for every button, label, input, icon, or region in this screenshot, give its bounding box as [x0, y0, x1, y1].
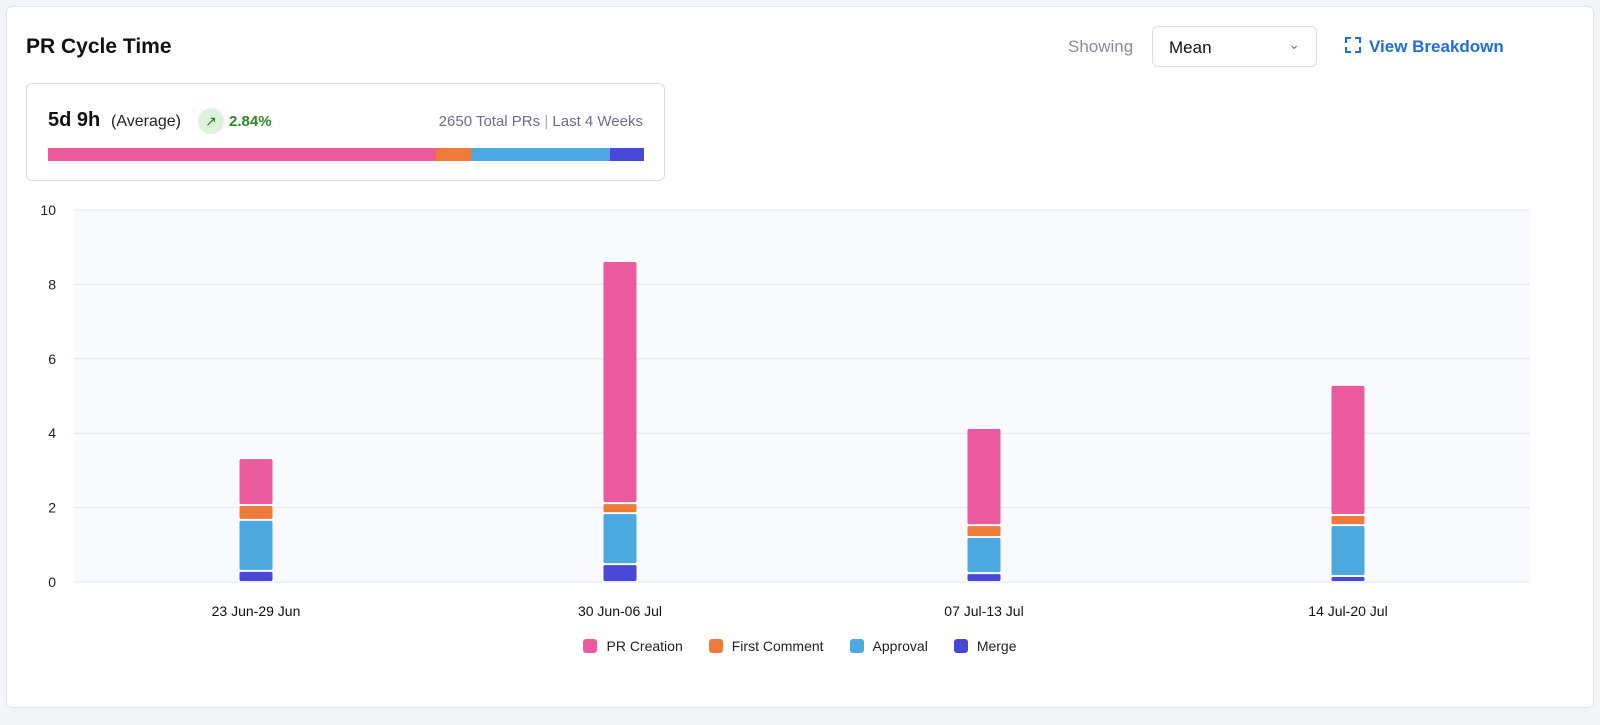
expand-icon: [1345, 37, 1361, 53]
bar-first-comment[interactable]: [239, 505, 273, 519]
select-value: Mean: [1169, 38, 1212, 57]
legend-item-first-comment[interactable]: First Comment: [708, 638, 824, 654]
breakdown-segment-first-comment: [435, 148, 472, 161]
bar-merge[interactable]: [603, 565, 637, 581]
y-tick-label: 8: [48, 276, 56, 292]
y-tick-label: 6: [48, 351, 56, 367]
bar-pr-creation[interactable]: [1331, 385, 1365, 515]
y-tick-label: 4: [48, 425, 56, 441]
arrow-up-right-icon: ↗: [198, 108, 224, 134]
plot-area: [74, 210, 1530, 582]
legend-item-merge[interactable]: Merge: [953, 638, 1017, 654]
x-tick-label: 07 Jul-13 Jul: [944, 603, 1023, 619]
bar-pr-creation[interactable]: [967, 428, 1001, 525]
y-tick-label: 0: [48, 574, 56, 590]
bar-approval[interactable]: [1331, 526, 1365, 576]
breakdown-bar: [48, 148, 644, 161]
bar-first-comment[interactable]: [603, 504, 637, 513]
bar-first-comment[interactable]: [967, 526, 1001, 536]
change-percent: 2.84%: [229, 113, 272, 130]
bar-merge[interactable]: [967, 574, 1001, 581]
breakdown-segment-approval: [471, 148, 610, 161]
legend-swatch: [583, 639, 598, 653]
bar-pr-creation[interactable]: [239, 459, 273, 504]
aggregation-select[interactable]: Mean ⌄: [1152, 26, 1317, 67]
average-value: 5d 9h: [48, 109, 101, 131]
x-tick-label: 30 Jun-06 Jul: [578, 603, 662, 619]
period: Last 4 Weeks: [552, 113, 643, 130]
breakdown-segment-pr-creation: [48, 148, 436, 161]
legend-label: PR Creation: [606, 638, 683, 654]
legend-swatch: [849, 639, 864, 653]
bar-approval[interactable]: [603, 514, 637, 564]
average-label: (Average): [111, 113, 181, 130]
legend-swatch: [708, 639, 723, 653]
legend: PR Creation First Comment Approval Merge: [0, 638, 1600, 654]
breakdown-segment-merge: [610, 148, 644, 161]
legend-label: Merge: [976, 638, 1017, 654]
view-breakdown-label: View Breakdown: [1369, 37, 1504, 56]
x-tick-label: 23 Jun-29 Jun: [212, 603, 301, 619]
summary-box: 5d 9h (Average) ↗ 2.84% 2650 Total PRs |…: [26, 83, 665, 181]
summary-meta: 2650 Total PRs | Last 4 Weeks: [439, 113, 643, 130]
chevron-down-icon: ⌄: [1288, 36, 1300, 52]
view-breakdown-button[interactable]: View Breakdown: [1345, 37, 1504, 57]
y-tick-label: 2: [48, 500, 56, 516]
bar-pr-creation[interactable]: [603, 261, 637, 503]
showing-label: Showing: [1068, 37, 1134, 56]
y-tick-label: 10: [40, 202, 56, 218]
bar-merge[interactable]: [239, 571, 273, 581]
legend-swatch: [953, 639, 968, 653]
legend-item-approval[interactable]: Approval: [849, 638, 928, 654]
meta-separator: |: [544, 113, 549, 130]
legend-label: Approval: [872, 638, 928, 654]
card-title: PR Cycle Time: [26, 35, 172, 58]
x-tick-label: 14 Jul-20 Jul: [1308, 603, 1387, 619]
bar-merge[interactable]: [1331, 577, 1365, 581]
legend-label: First Comment: [731, 638, 824, 654]
bar-first-comment[interactable]: [1331, 516, 1365, 525]
total-prs: 2650 Total PRs: [438, 113, 541, 130]
legend-item-pr-creation[interactable]: PR Creation: [583, 638, 683, 654]
bar-approval[interactable]: [239, 520, 273, 570]
bar-approval[interactable]: [967, 537, 1001, 573]
